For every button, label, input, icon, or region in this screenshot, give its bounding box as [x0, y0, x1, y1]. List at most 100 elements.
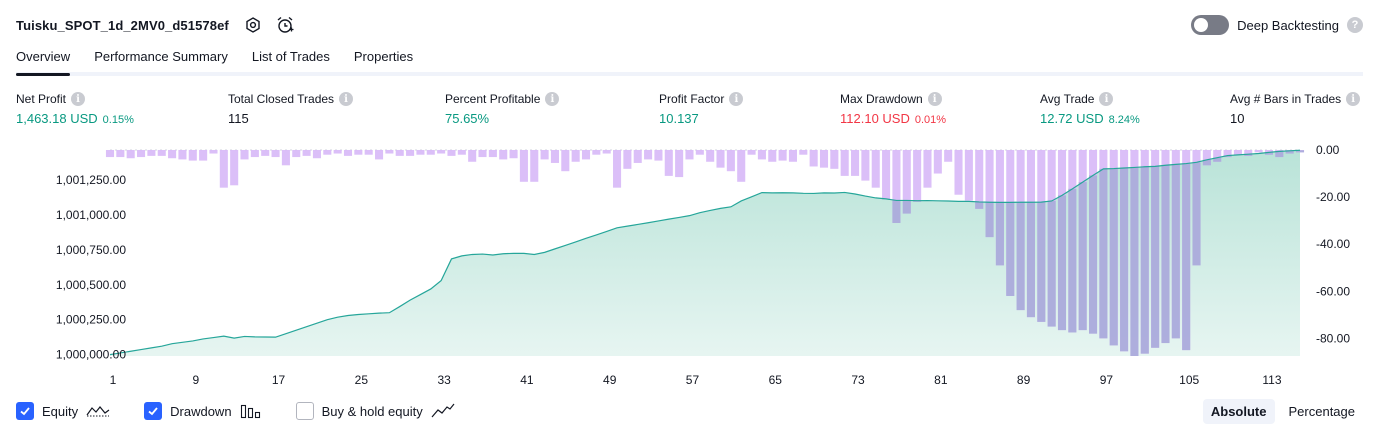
- drawdown-bar: [343, 150, 353, 156]
- drawdown-bar: [385, 150, 394, 154]
- drawdown-bar: [571, 150, 580, 162]
- equity-drawdown-chart[interactable]: 1,000,000.00 1,000,250.00 1,000,500.00 1,00…: [0, 140, 1379, 390]
- drawdown-toggle[interactable]: Drawdown: [144, 402, 261, 420]
- right-axis-tick-label: -80.00: [1316, 331, 1350, 345]
- drawdown-bar: [561, 150, 570, 172]
- drawdown-bar: [230, 150, 239, 186]
- equity-toggle[interactable]: Equity: [16, 402, 110, 420]
- left-axis-tick-label: 1,000,750.00: [56, 243, 126, 257]
- drawdown-bar: [116, 150, 125, 158]
- stat-net-profit: Net Profit i 1,463.18 USD 0.15%: [16, 92, 134, 126]
- stat-label: Total Closed Trades: [228, 92, 335, 106]
- drawdown-bar: [364, 150, 373, 155]
- profit-factor-value: 10.137: [659, 111, 699, 126]
- x-axis-tick-label: 49: [603, 373, 617, 387]
- info-icon[interactable]: i: [1099, 92, 1114, 106]
- absolute-button[interactable]: Absolute: [1202, 398, 1275, 424]
- stat-avg-bars: Avg # Bars in Trades i 10: [1230, 92, 1361, 126]
- tab-properties[interactable]: Properties: [353, 49, 414, 64]
- drawdown-bar: [1223, 150, 1232, 158]
- drawdown-bar: [447, 150, 456, 156]
- info-icon[interactable]: i: [71, 92, 86, 106]
- drawdown-bar: [240, 150, 249, 160]
- drawdown-bar: [540, 150, 549, 160]
- drawdown-bar: [199, 150, 208, 161]
- x-axis-tick-label: 113: [1262, 373, 1281, 387]
- deep-backtesting-toggle[interactable]: [1191, 15, 1230, 35]
- drawdown-bar: [168, 150, 177, 159]
- tab-performance-summary[interactable]: Performance Summary: [94, 49, 228, 64]
- drawdown-bar: [923, 150, 932, 188]
- drawdown-bar-overlap: [1130, 167, 1139, 356]
- info-icon[interactable]: i: [339, 92, 354, 106]
- drawdown-bar-overlap: [1140, 166, 1149, 354]
- tab-overview[interactable]: Overview: [16, 44, 71, 76]
- left-axis-tick-label: 1,000,500.00: [56, 278, 126, 292]
- toggle-knob: [1194, 18, 1209, 32]
- drawdown-bar-overlap: [1223, 155, 1232, 158]
- alarm-add-icon[interactable]: [275, 15, 295, 35]
- stat-label: Percent Profitable: [445, 92, 541, 106]
- info-icon[interactable]: i: [927, 92, 942, 106]
- drawdown-bar: [333, 150, 342, 154]
- report-header: Tuisku_SPOT_1d_2MV0_d51578ef Deep Backte…: [16, 12, 1363, 38]
- drawdown-bar-overlap: [1244, 154, 1253, 156]
- drawdown-bar: [354, 150, 363, 155]
- drawdown-bar: [757, 150, 766, 160]
- drawdown-bar: [592, 150, 601, 155]
- drawdown-checkbox[interactable]: [144, 402, 163, 420]
- drawdown-bar: [395, 150, 404, 156]
- drawdown-bar: [478, 150, 487, 158]
- x-axis-tick-label: 65: [769, 373, 783, 387]
- net-profit-value: 1,463.18 USD: [16, 111, 98, 126]
- drawdown-bar-overlap: [1285, 150, 1294, 154]
- stat-label: Profit Factor: [659, 92, 725, 106]
- drawdown-bar-overlap: [1109, 168, 1118, 346]
- equity-area: [110, 150, 1300, 356]
- buy-hold-toggle[interactable]: Buy & hold equity: [295, 402, 455, 420]
- right-axis-tick-label: -40.00: [1316, 237, 1350, 251]
- drawdown-bar-overlap: [1192, 162, 1201, 266]
- drawdown-bar: [509, 150, 518, 159]
- info-icon[interactable]: i: [545, 92, 560, 106]
- drawdown-bar-overlap: [1151, 166, 1160, 348]
- drawdown-bar: [457, 150, 466, 155]
- left-axis-tick-label: 1,001,250.00: [56, 173, 126, 187]
- x-axis-tick-label: 105: [1179, 373, 1199, 387]
- percentage-button[interactable]: Percentage: [1288, 403, 1356, 419]
- right-axis-tick-label: 0.00: [1316, 143, 1340, 157]
- deep-backtesting-label: Deep Backtesting: [1237, 17, 1339, 33]
- drawdown-bar: [1254, 150, 1263, 153]
- drawdown-bar-overlap: [1264, 152, 1273, 155]
- x-axis-tick-label: 73: [851, 373, 865, 387]
- drawdown-bar: [975, 150, 984, 209]
- drawdown-bar: [126, 150, 135, 159]
- equity-checkbox[interactable]: [16, 402, 34, 420]
- tab-list-of-trades[interactable]: List of Trades: [251, 49, 330, 64]
- drawdown-bar: [406, 150, 415, 156]
- stat-total-closed-trades: Total Closed Trades i 115: [228, 92, 354, 126]
- drawdown-bar: [602, 150, 611, 154]
- drawdown-bar: [188, 150, 197, 161]
- deep-backtesting-control: Deep Backtesting ?: [1191, 15, 1363, 35]
- drawdown-bar: [695, 150, 704, 155]
- scale-mode-switch: Absolute Percentage: [1197, 398, 1363, 424]
- settings-icon[interactable]: [243, 15, 263, 35]
- drawdown-bar-overlap: [1006, 202, 1015, 296]
- drawdown-bar: [178, 150, 187, 160]
- chart-footer: Equity Drawdown Buy & hold equity Absolu…: [16, 398, 1363, 424]
- x-axis-tick-label: 81: [934, 373, 948, 387]
- buy-hold-checkbox[interactable]: [295, 402, 314, 420]
- info-icon[interactable]: i: [1346, 92, 1361, 106]
- drawdown-bar-overlap: [1099, 168, 1108, 339]
- buy-hold-label: Buy & hold equity: [321, 403, 423, 419]
- info-icon[interactable]: i: [729, 92, 744, 106]
- drawdown-bar: [685, 150, 694, 160]
- drawdown-bar: [944, 150, 953, 162]
- equity-line: [109, 149, 1301, 356]
- help-icon[interactable]: ?: [1347, 17, 1363, 33]
- drawdown-bar: [1202, 150, 1211, 166]
- avg-bars-value: 10: [1230, 111, 1245, 126]
- drawdown-bar: [830, 150, 839, 169]
- drawdown-bar-overlap: [1171, 164, 1180, 339]
